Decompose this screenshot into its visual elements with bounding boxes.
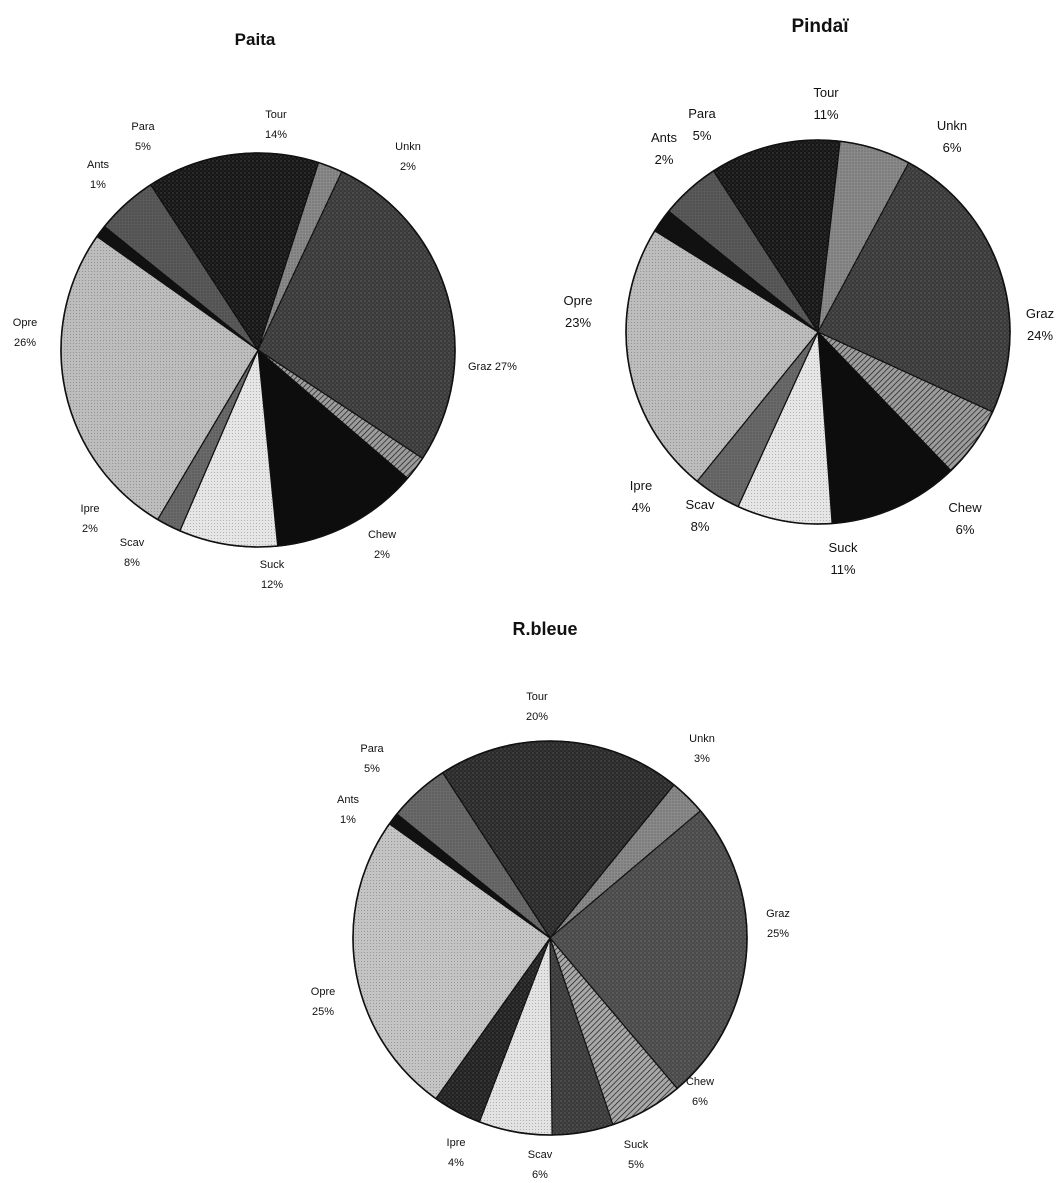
slice-percent-tour: 20% xyxy=(526,711,548,723)
slice-label-ipre: Ipre xyxy=(81,503,100,515)
pie-slice-texture-para xyxy=(104,184,258,350)
slice-label-graz: Graz xyxy=(766,908,790,920)
pie-slice-texture-scav xyxy=(479,938,553,1136)
slice-label-chew: Chew xyxy=(368,529,396,541)
pie-slice-texture-chew xyxy=(818,332,993,471)
pie-slice-texture-chew xyxy=(258,350,423,479)
slice-percent-ants: 1% xyxy=(340,814,356,826)
pie-slice-texture-graz xyxy=(258,171,455,459)
pie-slice-texture-scav xyxy=(179,350,278,548)
slice-label-opre: Opre xyxy=(564,293,593,308)
slice-label-graz: Graz 27% xyxy=(468,361,517,373)
slice-label-suck: Suck xyxy=(260,559,285,571)
slice-label-para: Para xyxy=(131,121,155,133)
pie-slice-texture-opre xyxy=(625,230,818,482)
pie-outline xyxy=(60,152,456,548)
slice-label-ipre: Ipre xyxy=(447,1137,466,1149)
slice-label-chew: Chew xyxy=(686,1076,714,1088)
slice-label-scav: Scav xyxy=(528,1149,553,1161)
slice-label-unkn: Unkn xyxy=(689,733,715,745)
slice-percent-graz: 24% xyxy=(1027,328,1053,343)
pie-outline xyxy=(625,139,1011,525)
slice-percent-opre: 23% xyxy=(565,315,591,330)
slice-percent-ipre: 2% xyxy=(82,523,98,535)
slice-label-suck: Suck xyxy=(624,1139,649,1151)
slice-percent-chew: 6% xyxy=(956,522,975,537)
pie-slice-texture-scav xyxy=(738,332,833,524)
slice-label-para: Para xyxy=(360,743,384,755)
slice-label-unkn: Unkn xyxy=(395,141,421,153)
slice-percent-para: 5% xyxy=(364,763,380,775)
pie-slice-texture-suck xyxy=(550,938,613,1135)
chart-title: Pindaï xyxy=(791,16,849,37)
slice-percent-unkn: 3% xyxy=(694,753,710,765)
slice-percent-scav: 6% xyxy=(532,1169,548,1181)
slice-percent-ipre: 4% xyxy=(632,500,651,515)
slice-label-ants: Ants xyxy=(87,159,110,171)
slice-label-tour: Tour xyxy=(813,85,839,100)
slice-percent-ipre: 4% xyxy=(448,1157,464,1169)
slice-percent-suck: 12% xyxy=(261,579,283,591)
pie-slice-texture-unkn xyxy=(550,784,701,938)
slice-label-opre: Opre xyxy=(311,986,335,998)
slice-label-unkn: Unkn xyxy=(937,118,967,133)
slice-label-suck: Suck xyxy=(829,540,858,555)
slice-percent-graz: 25% xyxy=(767,928,789,940)
slice-label-graz: Graz xyxy=(1026,306,1054,321)
slice-label-ants: Ants xyxy=(651,130,678,145)
pie-slice-texture-graz xyxy=(550,810,748,1089)
slice-label-scav: Scav xyxy=(686,497,715,512)
pie-chart-r-bleue: R.bleue Tour 20% Unkn 3% Graz 25% Chew 6% Suck 5%… xyxy=(311,619,790,1181)
slice-label-scav: Scav xyxy=(120,537,145,549)
slice-percent-unkn: 6% xyxy=(943,140,962,155)
pie-slice-texture-opre xyxy=(61,236,258,520)
pie-slice-texture-para xyxy=(396,772,550,938)
slice-percent-opre: 25% xyxy=(312,1006,334,1018)
slice-label-tour: Tour xyxy=(526,691,548,703)
slice-percent-tour: 11% xyxy=(813,107,838,122)
pie-slice-texture-unkn xyxy=(258,162,342,350)
slice-percent-unkn: 2% xyxy=(400,161,416,173)
pie-chart-pindai: Pindaï Tour 11% Unkn 6% Graz 24% Chew 6% Suck 11%… xyxy=(564,16,1055,577)
slice-percent-suck: 5% xyxy=(628,1159,644,1171)
slice-label-ipre: Ipre xyxy=(630,478,652,493)
slice-label-tour: Tour xyxy=(265,109,287,121)
pie-slice-texture-graz xyxy=(818,162,1010,412)
slice-percent-ants: 1% xyxy=(90,179,106,191)
pie-slice-texture-tour xyxy=(713,139,841,332)
pie-slice-texture-ipre xyxy=(697,332,818,507)
slice-percent-suck: 11% xyxy=(830,562,855,577)
pie-slice-texture-ipre xyxy=(157,350,258,531)
slice-percent-opre: 26% xyxy=(14,337,36,349)
slice-label-chew: Chew xyxy=(948,500,982,515)
pie-slice-texture-chew xyxy=(550,938,678,1125)
slice-percent-para: 5% xyxy=(693,128,712,143)
pie-slice-texture-tour xyxy=(442,740,674,938)
pie-slice-texture-para xyxy=(668,170,818,332)
chart-title: Paita xyxy=(235,30,276,49)
pie-outline xyxy=(352,740,748,1136)
pie-slice-texture-opre xyxy=(352,823,550,1099)
slice-percent-scav: 8% xyxy=(691,519,710,534)
slice-label-opre: Opre xyxy=(13,317,37,329)
slice-label-para: Para xyxy=(688,106,716,121)
slice-percent-chew: 6% xyxy=(692,1096,708,1108)
slice-percent-chew: 2% xyxy=(374,549,390,561)
slice-percent-para: 5% xyxy=(135,141,151,153)
slice-percent-ants: 2% xyxy=(655,152,674,167)
pie-chart-paita: Paita Tour 14% Unkn 2% Graz 27% Chew 2% Suck 12%… xyxy=(13,30,517,591)
pie-slice-texture-tour xyxy=(150,153,319,350)
pie-slice-texture-ipre xyxy=(435,938,550,1122)
slice-percent-scav: 8% xyxy=(124,557,140,569)
slice-label-ants: Ants xyxy=(337,794,360,806)
chart-title: R.bleue xyxy=(512,619,577,639)
slice-percent-tour: 14% xyxy=(265,129,287,141)
pie-slice-texture-unkn xyxy=(818,141,909,332)
